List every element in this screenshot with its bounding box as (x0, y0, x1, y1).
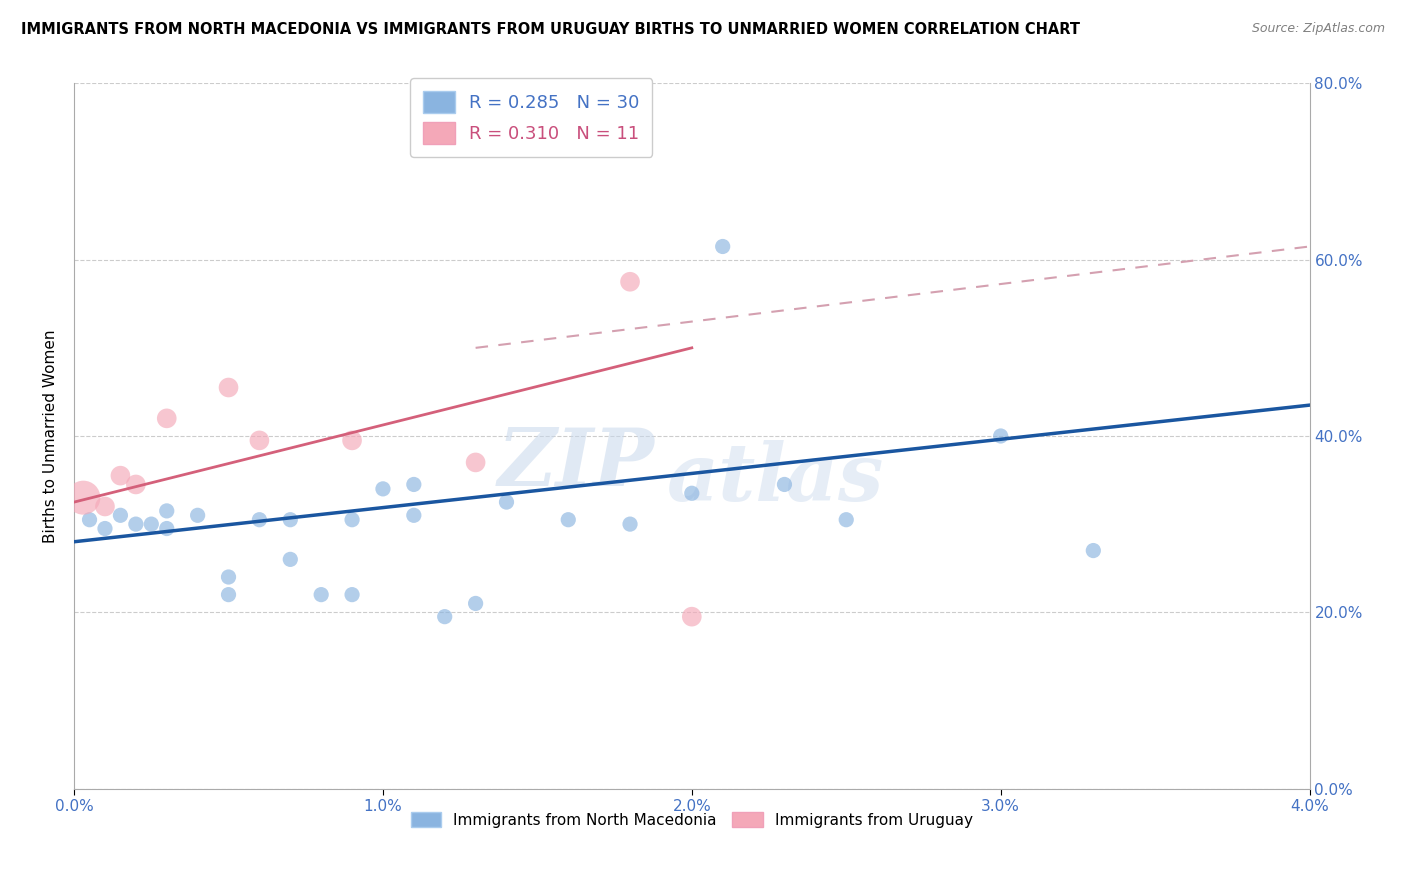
Point (110, 508, 132, 523)
Point (619, 517, 641, 532)
Point (340, 588, 363, 602)
Point (218, 588, 240, 602)
Point (218, 380, 240, 394)
Point (247, 434, 270, 448)
Point (464, 455, 486, 469)
Point (156, 504, 179, 518)
Point (990, 429, 1012, 443)
Point (72, 491, 94, 505)
Text: IMMIGRANTS FROM NORTH MACEDONIA VS IMMIGRANTS FROM URUGUAY BIRTHS TO UNMARRIED W: IMMIGRANTS FROM NORTH MACEDONIA VS IMMIG… (21, 22, 1080, 37)
Point (218, 570, 240, 584)
Legend: Immigrants from North Macedonia, Immigrants from Uruguay: Immigrants from North Macedonia, Immigra… (405, 805, 979, 834)
Point (557, 513, 579, 527)
Point (278, 513, 301, 527)
Point (94, 500, 117, 514)
Point (681, 609, 703, 624)
Point (125, 477, 148, 491)
Point (340, 513, 363, 527)
Point (402, 508, 425, 523)
Point (187, 508, 209, 523)
Point (773, 477, 796, 491)
Point (110, 468, 132, 483)
Point (340, 434, 363, 448)
Point (402, 477, 425, 491)
Point (309, 588, 332, 602)
Point (94, 522, 117, 536)
Point (247, 513, 270, 527)
Point (278, 552, 301, 566)
Point (495, 495, 517, 509)
Point (371, 482, 394, 496)
Point (1083, 543, 1105, 558)
Point (141, 517, 163, 532)
Point (711, 239, 734, 253)
Point (156, 411, 179, 425)
Point (156, 522, 179, 536)
Y-axis label: Births to Unmarried Women: Births to Unmarried Women (44, 329, 58, 542)
Point (79, 513, 101, 527)
Text: ZIP: ZIP (498, 425, 655, 503)
Point (681, 486, 703, 500)
Text: atlas: atlas (666, 440, 884, 517)
Point (619, 275, 641, 289)
Point (464, 597, 486, 611)
Point (125, 517, 148, 532)
Point (433, 609, 456, 624)
Text: Source: ZipAtlas.com: Source: ZipAtlas.com (1251, 22, 1385, 36)
Point (835, 513, 858, 527)
